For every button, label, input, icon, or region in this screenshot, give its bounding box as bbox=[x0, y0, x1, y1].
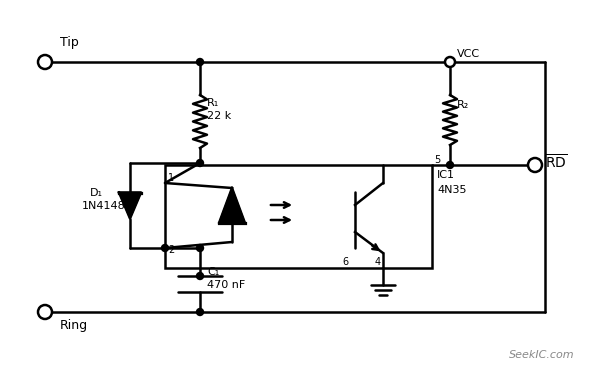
Circle shape bbox=[197, 308, 203, 315]
Text: 4: 4 bbox=[375, 257, 381, 267]
Bar bbox=[165, 165, 432, 268]
Polygon shape bbox=[119, 192, 141, 218]
Text: 22 k: 22 k bbox=[207, 111, 231, 121]
Circle shape bbox=[197, 58, 203, 65]
Text: Tip: Tip bbox=[60, 35, 79, 48]
Text: Ring: Ring bbox=[60, 318, 88, 331]
Text: 4N35: 4N35 bbox=[437, 185, 467, 195]
Circle shape bbox=[197, 273, 203, 279]
Text: 6: 6 bbox=[342, 257, 348, 267]
Circle shape bbox=[528, 158, 542, 172]
Text: 5: 5 bbox=[434, 155, 440, 165]
Text: 1: 1 bbox=[168, 173, 174, 183]
Circle shape bbox=[162, 244, 169, 251]
Text: IC1: IC1 bbox=[437, 170, 455, 180]
Text: SeekIC.com: SeekIC.com bbox=[510, 350, 575, 360]
Text: R₁: R₁ bbox=[207, 98, 219, 108]
Circle shape bbox=[38, 55, 52, 69]
Circle shape bbox=[197, 160, 203, 167]
Circle shape bbox=[446, 161, 454, 169]
Text: 1N4148: 1N4148 bbox=[82, 201, 126, 211]
Text: $\overline{\rm RD}$: $\overline{\rm RD}$ bbox=[545, 153, 567, 171]
Circle shape bbox=[445, 57, 455, 67]
Text: 470 nF: 470 nF bbox=[207, 280, 245, 290]
Text: VCC: VCC bbox=[457, 49, 480, 59]
Circle shape bbox=[38, 305, 52, 319]
Text: D₁: D₁ bbox=[90, 188, 103, 198]
Text: 2: 2 bbox=[168, 245, 174, 255]
Text: R₂: R₂ bbox=[457, 100, 469, 110]
Circle shape bbox=[197, 244, 203, 251]
Text: C₁: C₁ bbox=[207, 267, 219, 277]
Polygon shape bbox=[219, 188, 245, 223]
